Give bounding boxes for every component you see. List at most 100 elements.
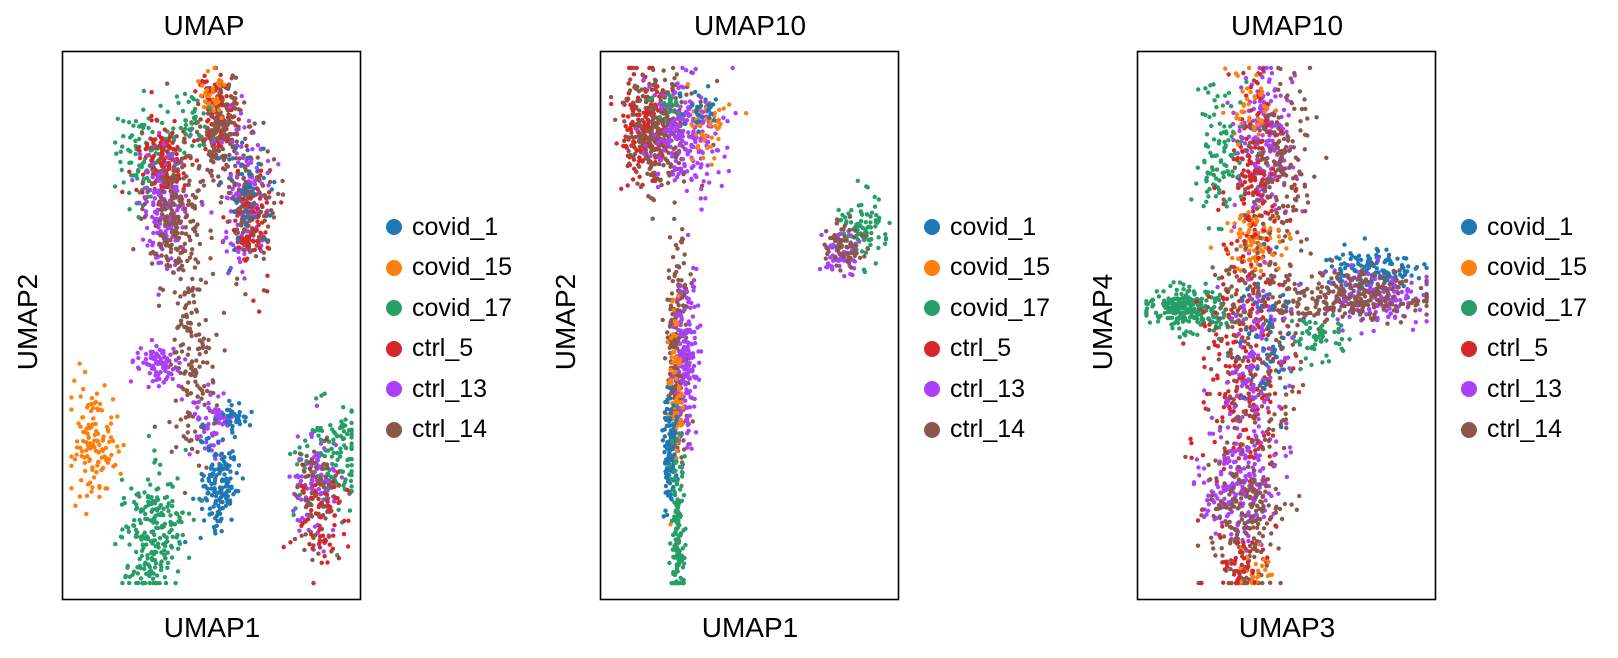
point-covid-17 xyxy=(672,475,678,481)
point-ctrl-14 xyxy=(1264,177,1269,182)
point-ctrl-14 xyxy=(1299,248,1304,253)
point-covid-17 xyxy=(868,214,873,219)
point-covid-17 xyxy=(855,221,860,226)
point-covid-1 xyxy=(210,471,216,476)
point-covid-17 xyxy=(121,134,126,139)
point-ctrl-14 xyxy=(657,148,663,153)
point-ctrl-14 xyxy=(670,278,675,284)
point-ctrl-14 xyxy=(676,265,682,270)
point-covid-1 xyxy=(207,506,213,511)
point-covid-1 xyxy=(713,97,718,102)
point-ctrl-13 xyxy=(1272,88,1277,93)
point-covid-17 xyxy=(113,140,118,145)
point-ctrl-14 xyxy=(209,130,215,135)
point-ctrl-14 xyxy=(163,207,168,212)
point-covid-17 xyxy=(136,167,141,173)
point-ctrl-5 xyxy=(317,545,323,550)
point-covid-17 xyxy=(859,212,865,217)
point-ctrl-14 xyxy=(295,485,300,490)
point-covid-17 xyxy=(187,134,192,139)
point-ctrl-14 xyxy=(862,254,867,259)
point-covid-1 xyxy=(661,514,666,519)
plot-title: UMAP xyxy=(163,10,245,41)
point-ctrl-14 xyxy=(634,86,639,92)
point-covid-1 xyxy=(227,157,232,162)
point-covid-17 xyxy=(1213,176,1219,181)
point-covid-15 xyxy=(101,434,106,439)
point-ctrl-5 xyxy=(309,495,314,500)
point-ctrl-14 xyxy=(223,135,229,140)
point-covid-17 xyxy=(674,566,680,571)
point-ctrl-14 xyxy=(659,182,664,188)
point-ctrl-14 xyxy=(165,81,170,86)
point-ctrl-14 xyxy=(265,149,270,154)
point-ctrl-5 xyxy=(1250,140,1256,145)
point-ctrl-5 xyxy=(1244,136,1249,141)
point-covid-17 xyxy=(161,548,167,553)
legend-marker xyxy=(924,381,940,398)
point-ctrl-5 xyxy=(240,236,245,241)
point-ctrl-13 xyxy=(161,380,166,385)
point-ctrl-5 xyxy=(279,200,284,205)
point-covid-17 xyxy=(349,457,354,462)
point-covid-15 xyxy=(98,407,103,412)
point-ctrl-14 xyxy=(1262,126,1267,131)
point-covid-17 xyxy=(322,391,327,396)
point-ctrl-14 xyxy=(267,168,273,173)
point-covid-17 xyxy=(120,144,125,149)
point-ctrl-14 xyxy=(1303,209,1308,214)
point-ctrl-13 xyxy=(196,399,201,405)
point-covid-15 xyxy=(79,449,85,454)
point-ctrl-13 xyxy=(692,304,697,309)
point-covid-1 xyxy=(696,93,701,98)
point-ctrl-14 xyxy=(242,227,247,232)
point-ctrl-14 xyxy=(174,445,179,450)
point-ctrl-14 xyxy=(636,119,642,125)
point-ctrl-14 xyxy=(248,248,253,253)
point-covid-1 xyxy=(213,531,218,536)
point-ctrl-14 xyxy=(1268,216,1273,221)
point-ctrl-13 xyxy=(704,171,710,177)
point-ctrl-14 xyxy=(650,216,655,221)
point-ctrl-14 xyxy=(172,337,177,342)
point-ctrl-13 xyxy=(672,178,677,183)
point-covid-1 xyxy=(211,524,217,530)
x-axis-label: UMAP1 xyxy=(163,612,261,643)
point-covid-17 xyxy=(195,120,200,125)
point-covid-15 xyxy=(115,444,120,449)
point-covid-17 xyxy=(1229,134,1234,139)
point-covid-15 xyxy=(199,83,205,88)
point-covid-15 xyxy=(91,416,96,421)
point-ctrl-13 xyxy=(690,314,696,319)
point-ctrl-13 xyxy=(1231,137,1236,143)
point-ctrl-13 xyxy=(1239,85,1244,90)
point-ctrl-13 xyxy=(230,186,235,192)
point-ctrl-5 xyxy=(341,531,347,537)
point-ctrl-13 xyxy=(214,431,219,436)
point-covid-17 xyxy=(113,541,118,547)
point-ctrl-14 xyxy=(158,245,164,250)
point-ctrl-14 xyxy=(668,391,674,396)
point-ctrl-13 xyxy=(668,144,673,150)
point-covid-17 xyxy=(349,463,354,468)
point-covid-15 xyxy=(676,400,681,405)
point-ctrl-14 xyxy=(193,379,198,384)
point-ctrl-14 xyxy=(661,68,666,73)
point-covid-1 xyxy=(198,535,203,541)
point-ctrl-14 xyxy=(1295,230,1300,235)
point-ctrl-14 xyxy=(201,336,206,341)
point-covid-17 xyxy=(345,463,350,468)
point-ctrl-14 xyxy=(196,463,202,468)
point-ctrl-14 xyxy=(631,65,636,71)
point-ctrl-14 xyxy=(195,287,200,292)
point-ctrl-14 xyxy=(257,178,262,183)
point-ctrl-5 xyxy=(149,90,154,95)
point-ctrl-14 xyxy=(165,258,171,263)
point-ctrl-5 xyxy=(640,159,645,164)
point-ctrl-14 xyxy=(195,394,200,399)
point-ctrl-13 xyxy=(246,118,252,124)
point-ctrl-13 xyxy=(150,162,155,167)
point-covid-1 xyxy=(209,493,215,498)
legend-item-covid-17: covid_17 xyxy=(924,288,1050,329)
point-covid-1 xyxy=(239,140,245,145)
